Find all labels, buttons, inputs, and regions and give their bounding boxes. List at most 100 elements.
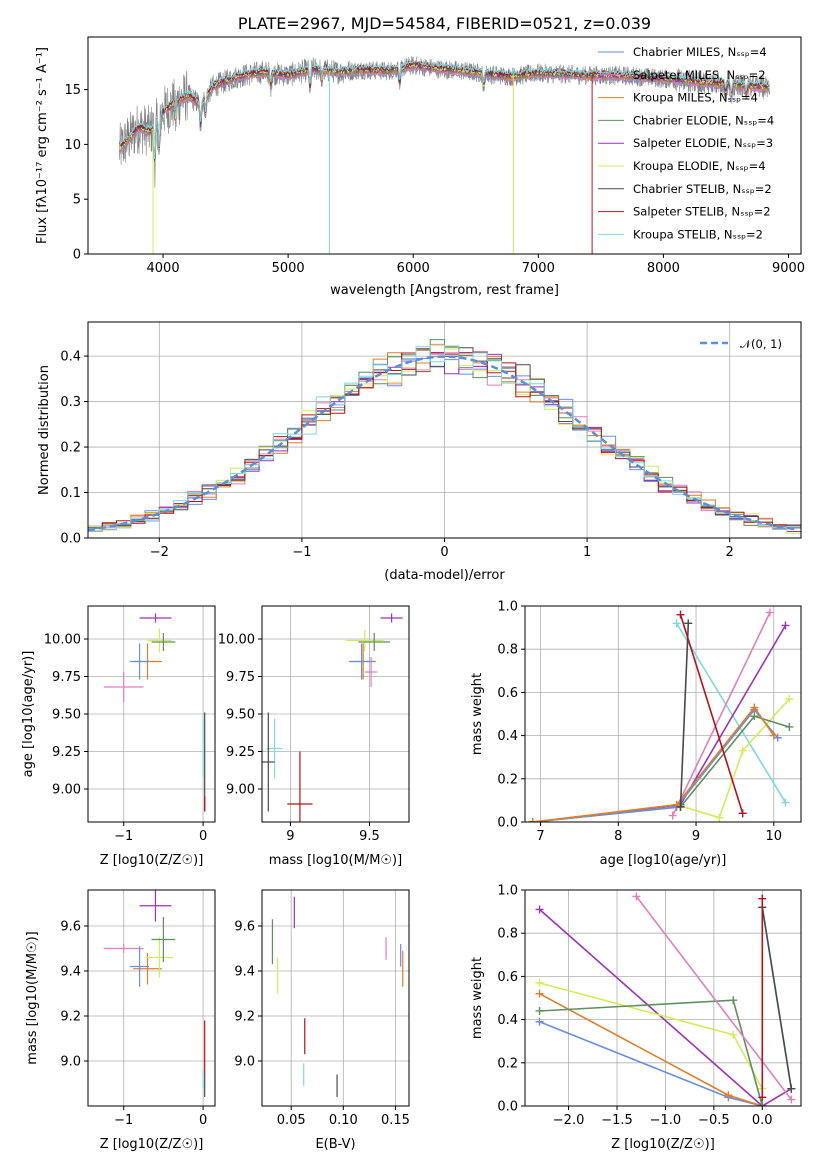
legend-entry: 𝒩(0, 1) [740, 337, 782, 351]
x-tick-label: −2 [150, 545, 169, 560]
x-tick-label: 4000 [147, 261, 180, 276]
weight-marker [781, 621, 790, 630]
legend-entry: Chabrier STELIB, Nₛₛₚ=2 [633, 182, 772, 196]
legend-entry: Chabrier MILES, Nₛₛₚ=4 [633, 45, 767, 59]
weight-line [675, 622, 787, 804]
data-point-salpeter-elodie [380, 613, 403, 623]
mass_vs_ebv-frame [261, 889, 410, 1107]
data-point-chabrier-elodie [151, 917, 176, 962]
weight-marker [765, 608, 774, 617]
data-point-chabrier-elodie [358, 633, 391, 651]
y-tick-label: 9.2 [60, 1010, 81, 1025]
y-tick-label: 9.50 [226, 708, 255, 723]
weight-marker [787, 1095, 796, 1104]
legend-entry: Kroupa MILES, Nₛₛₚ=4 [633, 91, 758, 105]
weight-series-salpeter-stelib [758, 894, 767, 1102]
weight-marker [738, 809, 747, 818]
y-tick-label: 9.4 [234, 965, 255, 980]
weight-series-salpeter-miles [632, 892, 796, 1104]
data-point-chabrier-miles [130, 946, 150, 987]
data-point-salpeter-elodie [139, 890, 172, 922]
x-tick-label: 9000 [772, 261, 805, 276]
weight-line [679, 614, 744, 814]
weight_vs_Z-plot-area [535, 892, 796, 1106]
x-tick-label: 9.5 [359, 829, 380, 844]
y-tick-label: 0.3 [60, 395, 81, 410]
y-axis-label: mass weight [470, 673, 485, 755]
y-tick-label: 9.00 [52, 783, 81, 798]
weight-marker [738, 746, 747, 755]
x-tick-label: 8000 [647, 261, 680, 276]
legend-entry: Chabrier ELODIE, Nₛₛₚ=4 [633, 113, 774, 127]
y-tick-label: 0.2 [60, 441, 81, 456]
legend: 𝒩(0, 1) [700, 337, 782, 351]
data-point-salpeter-miles [103, 944, 144, 953]
y-tick-label: 9.4 [60, 965, 81, 980]
gaussian-reference-line [88, 355, 799, 532]
y-tick-label: 9.75 [52, 670, 81, 685]
y-axis-label: Normed distribution [37, 365, 52, 495]
weight_vs_Z-axes: −2.0 −1.5 −1.0 −0.5 0.0 0.0 0.2 0.4 0.6 0.8 1.0 Z [… [470, 884, 802, 1152]
x-tick-label: −1 [114, 1113, 133, 1128]
weight_vs_age-plot-area [528, 608, 794, 822]
weight-marker [785, 694, 794, 703]
weight-marker [724, 1091, 733, 1100]
x-tick-label: 9 [286, 829, 294, 844]
weight-series-kroupa-stelib [672, 619, 790, 807]
weight-marker [750, 703, 759, 712]
y-tick-label: 9.25 [226, 745, 255, 760]
x-tick-label: −1 [114, 829, 133, 844]
weight-marker [672, 619, 681, 628]
x-tick-label: 0.15 [381, 1113, 410, 1128]
y-tick-label: 1.0 [497, 600, 518, 615]
y-axis-label: mass weight [470, 957, 485, 1039]
legend: Chabrier MILES, Nₛₛₚ=4 Salpeter MILES, Nₛ… [598, 45, 774, 241]
weight-marker [769, 731, 778, 740]
x-tick-label: −1.0 [650, 1113, 682, 1128]
weight-marker [535, 905, 544, 914]
x-tick-label: 0 [199, 829, 207, 844]
y-tick-label: 0.8 [497, 643, 518, 658]
x-tick-label: 6000 [397, 261, 430, 276]
y-tick-label: 10.00 [218, 633, 255, 648]
y-axis-label: age [log10(age/yr)] [21, 651, 36, 778]
y-tick-label: 0.8 [497, 927, 518, 942]
y-tick-label: 10.00 [44, 633, 81, 648]
weight-marker [668, 811, 677, 820]
x-axis-label: Z [log10(Z/Z☉)] [611, 1137, 715, 1152]
weight-series-kroupa-elodie [535, 978, 767, 1093]
x-tick-label: −0.5 [698, 1113, 730, 1128]
weight-marker [632, 892, 641, 901]
weight-line [761, 907, 793, 1089]
age_vs_mass-axes: 9 9.5 9.00 9.25 9.50 9.75 10.00 mass [log10(M/M… [218, 605, 410, 868]
model-spectrum-salpeter-stelib [119, 59, 770, 158]
spectrum-frame [87, 36, 802, 255]
y-tick-label: 9.6 [60, 920, 81, 935]
data-point-salpeter-stelib [287, 751, 313, 822]
weight-line [532, 706, 775, 822]
x-tick-label: 1 [583, 545, 591, 560]
mass_vs_ebv-plot-area [271, 896, 404, 1097]
x-tick-label: 0 [199, 1113, 207, 1128]
mass_vs_Z-plot-area [103, 890, 206, 1097]
weight-series-salpeter-miles [668, 608, 774, 820]
y-tick-label: 9.75 [226, 670, 255, 685]
x-tick-label: 10 [766, 829, 783, 844]
weight-marker [684, 619, 693, 628]
data-point-chabrier-miles [130, 643, 150, 680]
legend-entry: Kroupa STELIB, Nₛₛₚ=2 [633, 227, 763, 241]
residual_histogram-axes: −2 −1 0 1 2 0.0 0.1 0.2 0.3 0.4 (data-model)/error… [37, 321, 802, 583]
weight_vs_Z-frame [524, 889, 802, 1107]
x-tick-label: 0.10 [329, 1113, 358, 1128]
x-tick-label: 8 [614, 829, 622, 844]
weight-marker [787, 1084, 796, 1093]
y-tick-label: 9.6 [234, 920, 255, 935]
y-tick-label: 9.0 [60, 1055, 81, 1070]
y-axis-label: mass [log10(M/M☉)] [25, 931, 40, 1064]
legend-entry: Salpeter ELODIE, Nₛₛₚ=3 [633, 136, 773, 150]
weight-line [635, 896, 792, 1100]
weight-marker [535, 1006, 544, 1015]
y-tick-label: 10 [64, 138, 81, 153]
data-point-kroupa-elodie [147, 628, 172, 653]
weight-marker [676, 610, 685, 619]
